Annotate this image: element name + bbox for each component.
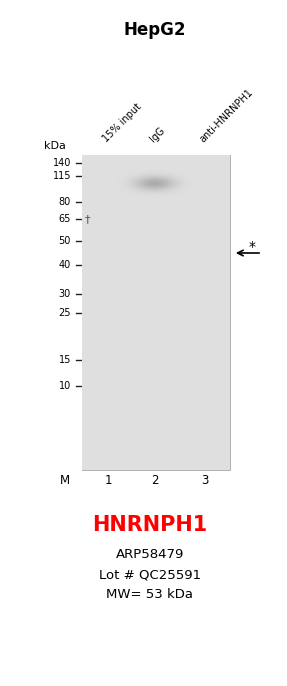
Text: †: † [85,214,90,224]
Text: 1: 1 [104,473,112,486]
Text: *: * [249,240,255,254]
Text: 140: 140 [53,158,71,168]
Text: 40: 40 [59,260,71,270]
Text: M: M [60,473,70,486]
Text: MW= 53 kDa: MW= 53 kDa [106,589,193,602]
Bar [82,155,230,470]
Text: ARP58479: ARP58479 [116,549,184,562]
Text: 15% input: 15% input [101,102,143,144]
Text: 25: 25 [59,308,71,318]
Text: 2: 2 [151,473,159,486]
Text: 115: 115 [53,171,71,181]
Text: 10: 10 [59,381,71,391]
Text: HNRNPH1: HNRNPH1 [92,515,208,535]
Text: kDa: kDa [44,141,66,151]
Text: 65: 65 [59,214,71,224]
Text: 30: 30 [59,289,71,299]
Text: 3: 3 [201,473,209,486]
Text: 15: 15 [59,355,71,365]
Text: Lot # QC25591: Lot # QC25591 [99,569,201,582]
Text: IgG: IgG [148,126,167,144]
Text: anti-HNRNPH1: anti-HNRNPH1 [198,87,255,144]
Text: 80: 80 [59,197,71,207]
Text: HepG2: HepG2 [124,21,186,39]
Text: 50: 50 [59,236,71,246]
